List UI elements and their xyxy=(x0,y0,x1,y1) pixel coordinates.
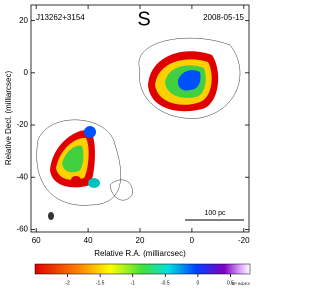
colorbar-label: SP INDEX xyxy=(231,281,250,286)
chart: J13262+3154 S 2008-05-15 100 pc Relative… xyxy=(4,4,251,286)
map-image xyxy=(36,37,241,220)
y-tick-label: 0 xyxy=(24,68,29,77)
band-label: S xyxy=(137,8,150,30)
x-axis-label: Relative R.A. (milliarcsec) xyxy=(94,249,186,258)
plot-frame xyxy=(30,4,250,233)
x-tick-label: 40 xyxy=(84,236,93,245)
colorbar-tick-label: -2 xyxy=(65,280,70,286)
scale-bar-label: 100 pc xyxy=(204,210,226,217)
colorbar-tick-label: 0 xyxy=(196,280,199,286)
x-tick-label: 60 xyxy=(32,236,41,245)
y-tick-label: -40 xyxy=(16,172,28,181)
y-axis-label: Relative Decl. (milliarcsec) xyxy=(4,71,13,166)
colorbar xyxy=(34,263,251,275)
y-tick-label: -20 xyxy=(16,120,28,129)
x-tick-label: 0 xyxy=(190,236,195,245)
y-tick-label: -60 xyxy=(16,225,28,234)
colorbar-tick-label: -1.5 xyxy=(96,280,105,286)
colorbar-tick-label: -1 xyxy=(131,280,136,286)
date-label: 2008-05-15 xyxy=(203,13,244,22)
colorbar-tick-label: 0.5 xyxy=(227,280,234,286)
y-tick-label: 20 xyxy=(19,16,28,25)
colorbar-tick-label: -0.5 xyxy=(161,280,170,286)
x-tick-label: 20 xyxy=(136,236,145,245)
x-tick-label: -20 xyxy=(238,236,250,245)
source-label: J13262+3154 xyxy=(36,13,85,22)
